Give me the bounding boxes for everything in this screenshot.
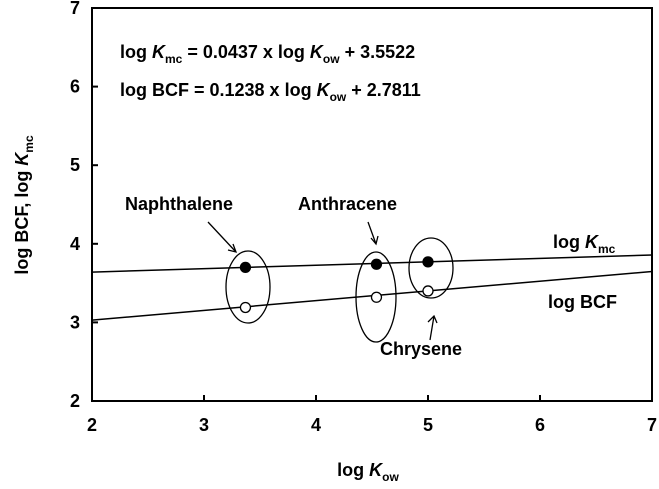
group-ellipse [408, 237, 454, 299]
x-tick-label: 6 [535, 415, 545, 435]
label-part: mc [22, 135, 36, 153]
x-tick-label: 4 [311, 415, 321, 435]
compound-label: Naphthalene [125, 194, 233, 214]
equation-part: mc [165, 52, 183, 66]
annotations [207, 221, 454, 343]
equation-part: log BCF = 0.1238 x log [120, 80, 317, 100]
y-axis-label: log BCF, log Kmc [12, 135, 36, 275]
equation: log Kmc = 0.0437 x log Kow + 3.5522 [120, 42, 415, 66]
line-label: log BCF [548, 292, 617, 312]
plot-frame [91, 7, 653, 402]
equation-part: log [120, 42, 152, 62]
equation-part: + 2.7811 [346, 80, 421, 100]
equation-part: ow [330, 90, 347, 104]
x-axis-label: log Kow [337, 460, 399, 484]
y-tick-label: 6 [70, 77, 80, 97]
label-part: ow [382, 470, 399, 484]
equation-part: ow [323, 52, 340, 66]
arrow [427, 314, 438, 341]
y-tick-label: 4 [70, 234, 80, 254]
data-point [370, 291, 383, 303]
x-tick-label: 2 [87, 415, 97, 435]
label-part: K [585, 232, 600, 252]
equation: log BCF = 0.1238 x log Kow + 2.7811 [120, 80, 421, 104]
label-part: mc [598, 242, 616, 256]
y-tick-label: 7 [70, 0, 80, 18]
y-tick-label: 5 [70, 155, 80, 175]
label-part: log [337, 460, 369, 480]
label-part: K [12, 151, 32, 166]
data-point [422, 285, 434, 297]
arrow [207, 221, 238, 253]
compound-label: Anthracene [298, 194, 397, 214]
equation-part: K [310, 42, 325, 62]
y-tick-label: 3 [70, 312, 80, 332]
line-label: log Kmc [553, 232, 616, 256]
x-tick-label: 5 [423, 415, 433, 435]
equation-part: K [152, 42, 167, 62]
y-tick-label: 2 [70, 391, 80, 411]
equation-part: + 3.5522 [340, 42, 416, 62]
x-tick-label: 3 [199, 415, 209, 435]
group-ellipse [225, 250, 271, 324]
x-tick-label: 7 [647, 415, 657, 435]
equation-part: = 0.0437 x log [182, 42, 310, 62]
label-part: log [553, 232, 585, 252]
data-point [239, 261, 252, 274]
data-point [370, 258, 383, 270]
label-part: log BCF, log [12, 166, 32, 275]
arrow [367, 221, 379, 246]
data-point [239, 301, 252, 314]
label-part: K [369, 460, 384, 480]
compound-label: Chrysene [380, 339, 462, 359]
equation-part: K [317, 80, 332, 100]
data-point [422, 256, 434, 268]
